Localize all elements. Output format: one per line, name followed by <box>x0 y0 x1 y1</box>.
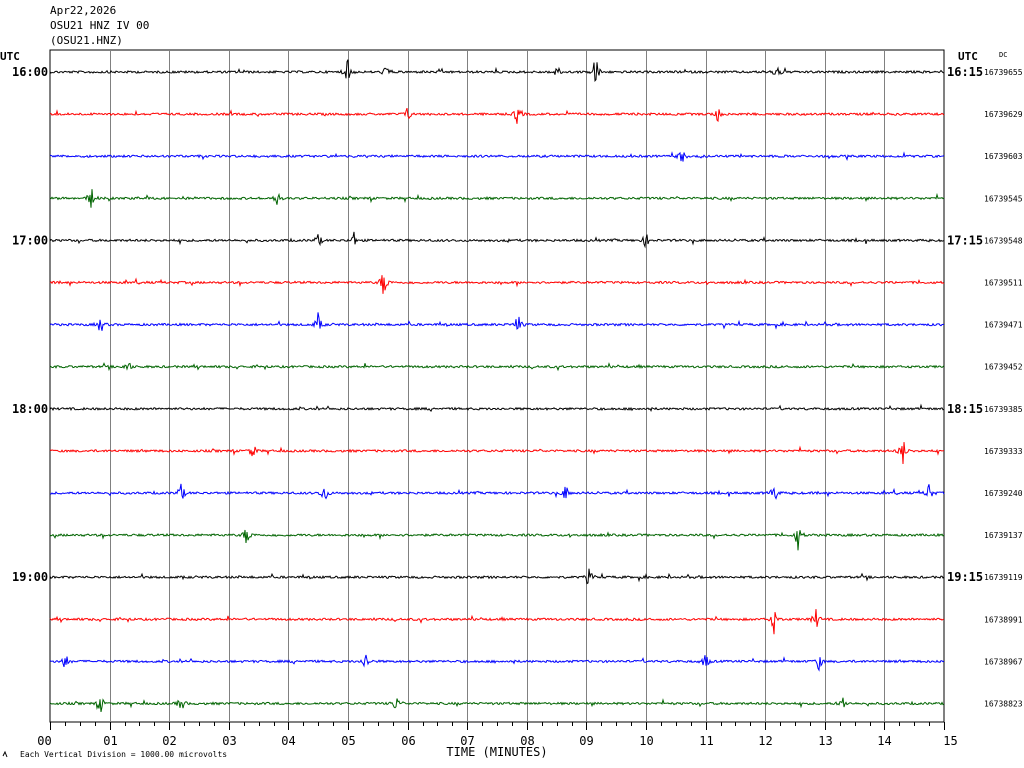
scale-icon <box>2 750 8 758</box>
left-time-label: 19:00 <box>12 570 48 584</box>
trace-line <box>49 59 945 83</box>
x-tick-label: 06 <box>401 734 415 748</box>
x-tick-label: 11 <box>699 734 713 748</box>
x-tick-label: 07 <box>460 734 474 748</box>
x-tick-label: 13 <box>818 734 832 748</box>
x-tick-label: 08 <box>520 734 534 748</box>
dc-value-label: 16739333 <box>984 447 1023 456</box>
trace-line <box>49 697 945 712</box>
trace-line <box>49 151 945 162</box>
left-time-label: 17:00 <box>12 233 48 247</box>
dc-value-label: 16739511 <box>984 279 1023 288</box>
station-name: OSU21 HNZ IV 00 <box>50 19 150 32</box>
right-time-label: 19:15 <box>947 570 983 584</box>
trace-line <box>49 403 945 413</box>
dc-value-label: 16739545 <box>984 194 1023 203</box>
dc-value-label: 16738967 <box>984 657 1023 666</box>
dc-label: DC <box>999 51 1007 59</box>
x-tick-label: 01 <box>103 734 117 748</box>
x-tick-label: 03 <box>222 734 236 748</box>
dc-value-label: 16739629 <box>984 110 1023 119</box>
plot-frame <box>49 49 945 723</box>
left-time-label: 18:00 <box>12 402 48 416</box>
right-time-label: 16:15 <box>947 65 983 79</box>
trace-line <box>49 654 945 672</box>
x-tick-label: 12 <box>758 734 772 748</box>
x-tick-label: 05 <box>341 734 355 748</box>
trace-line <box>49 362 945 372</box>
left-time-label: 16:00 <box>12 65 48 79</box>
plot-date: Apr22,2026 <box>50 4 117 17</box>
x-tick-label: 09 <box>579 734 593 748</box>
trace-line <box>49 275 945 294</box>
dc-value-label: 16739240 <box>984 489 1023 498</box>
trace-line <box>49 189 945 208</box>
scale-note: Each Vertical Division = 1000.00 microvo… <box>20 750 227 759</box>
right-time-label: 17:15 <box>947 233 983 247</box>
right-axis-label: UTC <box>958 50 978 63</box>
dc-value-label: 16739452 <box>984 363 1023 372</box>
dc-value-label: 16739655 <box>984 68 1023 77</box>
trace-line <box>49 231 945 249</box>
x-tick-label: 04 <box>281 734 295 748</box>
trace-line <box>49 568 945 585</box>
trace-line <box>49 483 945 500</box>
dc-value-label: 16739548 <box>984 236 1023 245</box>
dc-value-label: 16739603 <box>984 152 1023 161</box>
dc-value-label: 16739119 <box>984 573 1023 582</box>
x-tick-label: 14 <box>877 734 891 748</box>
dc-value-label: 16738823 <box>984 700 1023 709</box>
channel-name: (OSU21.HNZ) <box>50 34 123 47</box>
dc-value-label: 16739385 <box>984 405 1023 414</box>
right-time-label: 18:15 <box>947 402 983 416</box>
x-tick-label: 02 <box>162 734 176 748</box>
trace-line <box>49 529 945 551</box>
trace-line <box>49 107 945 124</box>
dc-value-label: 16738991 <box>984 615 1023 624</box>
dc-value-label: 16739137 <box>984 531 1023 540</box>
trace-line <box>49 609 945 635</box>
trace-line <box>49 312 944 331</box>
x-tick-label: 10 <box>639 734 653 748</box>
left-axis-label: UTC <box>0 50 20 63</box>
dc-value-label: 16739471 <box>984 321 1023 330</box>
trace-line <box>49 442 945 465</box>
x-axis-title: TIME (MINUTES) <box>446 745 547 759</box>
x-tick-label: 00 <box>37 734 51 748</box>
x-tick-label: 15 <box>943 734 957 748</box>
